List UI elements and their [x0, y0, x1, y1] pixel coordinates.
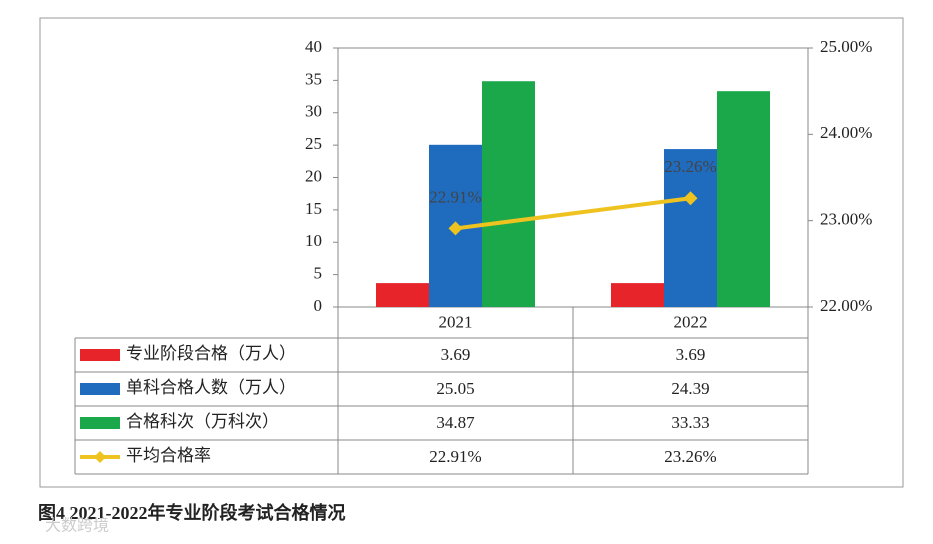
- table-cell: 22.91%: [429, 447, 481, 466]
- y2-tick-label: 22.00%: [820, 296, 872, 315]
- bar: [611, 283, 664, 307]
- table-cell: 34.87: [436, 413, 475, 432]
- legend-key: [80, 349, 120, 361]
- y-tick-label: 0: [314, 296, 323, 315]
- y-tick-label: 25: [305, 134, 322, 153]
- legend-label: 合格科次（万科次）: [126, 412, 279, 431]
- table-cell: 3.69: [676, 345, 706, 364]
- data-label: 22.91%: [429, 187, 481, 206]
- y2-tick-label: 23.00%: [820, 210, 872, 229]
- legend-key: [80, 417, 120, 429]
- marker: [448, 221, 463, 236]
- x-tick-label: 2022: [674, 312, 708, 331]
- bar: [664, 149, 717, 307]
- table-cell: 23.26%: [664, 447, 716, 466]
- bar: [376, 283, 429, 307]
- table-cell: 24.39: [671, 379, 709, 398]
- y-tick-label: 20: [305, 166, 322, 185]
- chart-title: 图4 2021-2022年专业阶段考试合格情况: [38, 502, 346, 523]
- y-tick-label: 35: [305, 69, 322, 88]
- table-cell: 25.05: [436, 379, 474, 398]
- watermark: 大数跨境: [45, 516, 109, 535]
- bar: [717, 91, 770, 307]
- legend-label: 单科合格人数（万人）: [126, 378, 296, 397]
- y2-tick-label: 24.00%: [820, 123, 872, 142]
- y-tick-label: 40: [305, 37, 322, 56]
- y-tick-label: 30: [305, 102, 322, 121]
- legend-label: 专业阶段合格（万人）: [126, 344, 296, 363]
- y-tick-label: 15: [305, 199, 322, 218]
- y-tick-label: 5: [314, 264, 323, 283]
- table-cell: 3.69: [441, 345, 471, 364]
- legend-key: [94, 451, 106, 463]
- table-cell: 33.33: [671, 413, 709, 432]
- y-tick-label: 10: [305, 231, 322, 250]
- frame: [39, 17, 904, 488]
- legend-key: [80, 383, 120, 395]
- line: [455, 196, 691, 231]
- marker: [683, 191, 698, 206]
- y2-tick-label: 25.00%: [820, 37, 872, 56]
- data-label: 23.26%: [664, 157, 716, 176]
- bar: [482, 81, 535, 307]
- legend-label: 平均合格率: [126, 446, 211, 465]
- x-tick-label: 2021: [439, 312, 473, 331]
